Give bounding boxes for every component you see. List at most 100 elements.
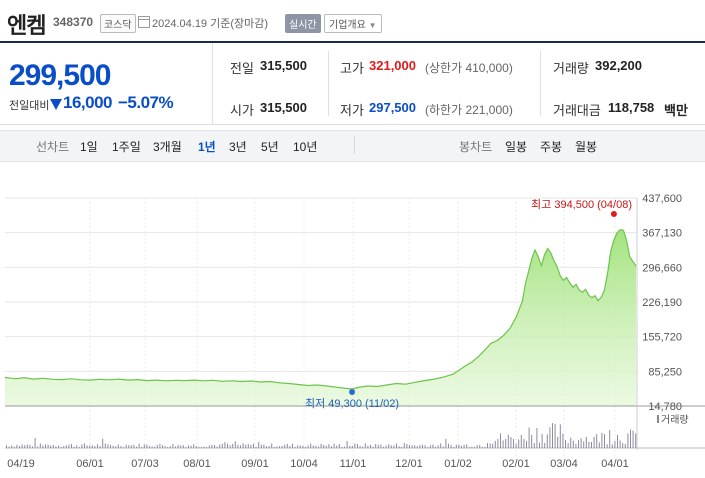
volume-bar [180,445,182,448]
volume-bar [367,445,369,448]
volume-bar [505,439,507,448]
volume-bar [401,446,403,448]
x-tick-label: 09/01 [241,458,269,470]
volume-bar [68,444,70,448]
volume-bar [123,447,124,448]
volume-bar [614,440,616,448]
x-tick-label: 11/01 [340,458,367,470]
high-value: 321,000 [369,58,416,73]
volume-bar [60,446,62,448]
volume-bar [16,444,18,448]
volume-bar [349,446,351,448]
volume-bar [479,445,481,448]
volume-bar [221,443,223,448]
tab-5y[interactable]: 5년 [261,140,279,154]
tab-10y[interactable]: 10년 [293,140,318,154]
volume-bar [333,443,335,448]
volume-bar [128,445,130,448]
volume-bar [84,443,85,448]
volume-bar [125,444,127,448]
volume-bar [94,446,96,448]
tab-daily-candle[interactable]: 일봉 [505,140,528,154]
tab-monthly-candle[interactable]: 월봉 [575,140,598,154]
volume-bar [214,445,215,448]
volume-bar [492,443,494,448]
volume-bar [385,445,387,448]
volume-bar [437,445,439,448]
tab-3m[interactable]: 3개월 [153,140,182,154]
volume-bar [593,436,595,448]
volume-bar [393,445,395,448]
volume-bar [260,444,262,448]
volume-bar [630,429,631,448]
volume-bar [112,445,114,448]
volume-bar [617,434,618,448]
amount-value: 118,758 [608,100,655,115]
volume-bar [185,447,187,448]
volume-bar [201,446,202,448]
realtime-button[interactable]: 실시간 [285,14,321,33]
tab-weekly-candle[interactable]: 주봉 [540,140,563,154]
volume-bar [162,445,163,448]
volume-bar [266,446,267,448]
volume-bar [130,445,132,448]
tab-3y[interactable]: 3년 [229,140,247,154]
volume-bar [432,444,434,448]
header-divider [0,41,705,43]
stock-name: 엔켐 [7,13,46,38]
volume-bar [489,443,491,448]
volume-bar [364,443,366,448]
volume-bar [224,442,226,448]
volume-bar [510,437,512,448]
volume-bar [565,440,566,448]
volume-bar [414,445,416,448]
volume-bar [461,445,462,448]
y-tick-label: 14,780 [648,401,682,413]
company-info-dropdown[interactable]: 기업개요 ▼ [324,14,382,33]
volume-bar [175,446,176,448]
volume-bar [598,442,600,448]
volume-bar [435,446,436,448]
price-change-percent: −5.07% [118,93,174,112]
volume-bar [635,433,637,448]
volume-bar [273,447,275,448]
volume-bar [497,439,499,448]
volume-bar [578,440,579,448]
volume-bar [583,441,585,448]
open-label: 시가 [230,103,254,118]
volume-bar [65,445,67,448]
volume-bar [539,442,540,448]
volume-bar [559,424,561,448]
volume-bar [523,439,525,448]
volume-bar [606,444,608,448]
volume-bar [323,445,325,448]
volume-bar [507,434,509,448]
stats-divider [328,51,329,116]
volume-bar [344,446,345,448]
volume-bar [396,443,397,448]
volume-bar [370,444,371,448]
tab-1w[interactable]: 1주일 [112,140,141,154]
volume-bar [271,443,273,448]
volume-bar [357,444,358,448]
y-tick-label: 226,190 [642,297,682,309]
volume-bar [219,444,221,448]
volume-bar [390,445,392,448]
volume-bar [240,445,241,448]
tab-1d[interactable]: 1일 [80,140,98,154]
price-summary: 299,500 전일대비 16,000 −5.07% [0,43,213,124]
calendar-icon [138,16,150,28]
volume-bar [253,443,254,448]
volume-bar [232,444,234,448]
tab-1y[interactable]: 1년 [198,140,216,154]
volume-bar [279,446,280,448]
volume-bar [120,446,122,448]
change-label: 전일대비 [9,100,50,112]
volume-bar [552,423,553,448]
volume-bar [242,443,244,448]
volume-bar [156,445,158,448]
volume-bar [336,445,338,448]
y-tick-label: 367,130 [642,228,682,240]
volume-bar [346,441,348,448]
chart-tabs: 선차트 1일 1주일 3개월 1년 3년 5년 10년 봉차트 일봉 주봉 월봉 [0,130,705,162]
